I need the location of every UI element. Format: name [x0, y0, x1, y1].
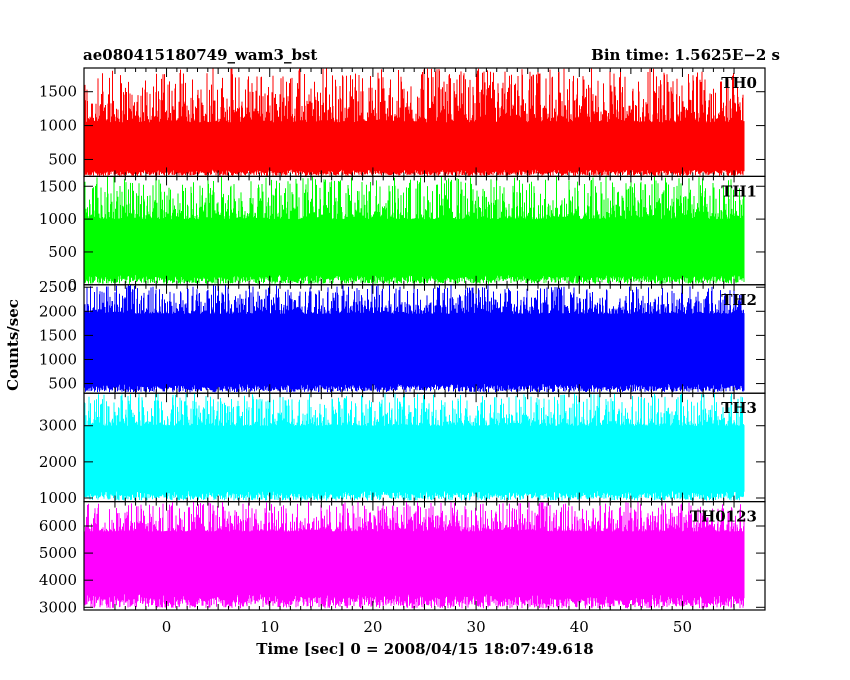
y-tick-label: 500: [48, 150, 77, 168]
x-axis-label: Time [sec] 0 = 2008/04/15 18:07:49.618: [256, 640, 593, 658]
panel-th2: 500 1000 1500 2000 2500 TH2: [39, 278, 766, 394]
panel-th0123: 3000 4000 5000 6000 TH0123: [39, 501, 766, 616]
series-core-th3: [84, 440, 745, 485]
x-tick-label: 10: [260, 618, 279, 636]
x-tick-label: 40: [570, 618, 589, 636]
series-core-th0123: [84, 545, 745, 580]
x-tick-label: 50: [673, 618, 692, 636]
y-tick-label: 1000: [39, 489, 77, 507]
y-tick-label: 0: [67, 276, 77, 294]
y-tick-label: 1000: [39, 210, 77, 228]
panel-name-label: TH3: [721, 399, 757, 417]
y-tick-label: 500: [48, 243, 77, 261]
y-tick-label: 1500: [39, 83, 77, 101]
y-tick-label: 1000: [39, 350, 77, 368]
y-tick-label: 4000: [39, 571, 77, 589]
y-tick-label: 2500: [39, 278, 77, 296]
y-tick-label: 5000: [39, 544, 77, 562]
y-tick-label: 3000: [39, 598, 77, 616]
y-tick-label: 1500: [39, 326, 77, 344]
series-core-th2: [84, 329, 745, 380]
y-tick-label: 3000: [39, 417, 77, 435]
panel-th3: 1000 2000 3000 TH3: [39, 392, 766, 507]
y-tick-label: 500: [48, 375, 77, 393]
panel-name-label: TH2: [721, 291, 757, 309]
y-tick-label: 6000: [39, 517, 77, 535]
y-tick-label: 2000: [39, 453, 77, 471]
panel-name-label: TH1: [721, 182, 757, 200]
chart-title-right: Bin time: 1.5625E−2 s: [591, 46, 780, 64]
x-tick-label: 20: [363, 618, 382, 636]
panel-th0: 500 1000 1500 TH0: [39, 67, 766, 178]
series-core-th0: [84, 132, 745, 167]
panel-th1: 0 500 1000 1500 TH1: [39, 175, 766, 294]
chart-title-left: ae080415180749_wam3_bst: [83, 46, 317, 64]
panel-name-label: TH0123: [690, 508, 757, 526]
y-tick-label: 1500: [39, 177, 77, 195]
x-tick-label: 30: [467, 618, 486, 636]
series-core-th1: [84, 231, 745, 274]
y-tick-label: 1000: [39, 117, 77, 135]
panel-name-label: TH0: [721, 74, 757, 92]
y-tick-label: 2000: [39, 302, 77, 320]
y-axis-label: Counts/sec: [4, 299, 22, 391]
x-tick-label: 0: [162, 618, 172, 636]
